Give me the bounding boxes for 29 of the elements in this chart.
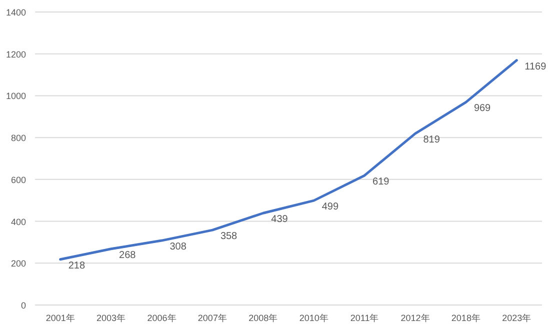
data-label: 1169 bbox=[524, 61, 547, 72]
data-label: 819 bbox=[423, 134, 440, 146]
y-tick-label: 0 bbox=[20, 300, 26, 310]
x-tick-label: 2008年 bbox=[248, 313, 278, 323]
y-tick-label: 400 bbox=[10, 216, 26, 227]
data-label: 499 bbox=[322, 202, 339, 213]
data-label: 358 bbox=[220, 231, 238, 242]
line-series bbox=[59, 59, 518, 261]
y-tick-label: 1000 bbox=[6, 91, 26, 102]
x-tick-label: 2011年 bbox=[350, 313, 379, 323]
x-tick-label: 2010年 bbox=[299, 313, 328, 323]
y-tick-label: 1200 bbox=[6, 49, 26, 60]
data-label: 439 bbox=[271, 214, 288, 226]
data-label: 218 bbox=[68, 260, 86, 272]
x-tick-label: 2012年 bbox=[400, 313, 430, 323]
x-tick-label: 2007年 bbox=[198, 313, 227, 323]
x-tick-label: 2018年 bbox=[451, 313, 480, 323]
y-tick-label: 600 bbox=[10, 174, 26, 185]
data-label: 969 bbox=[474, 103, 492, 114]
x-tick-label: 2023年 bbox=[502, 313, 532, 323]
data-label: 308 bbox=[170, 242, 187, 253]
y-tick-label: 800 bbox=[10, 133, 26, 144]
x-tick-label: 2003年 bbox=[96, 313, 126, 323]
y-tick-label: 200 bbox=[10, 258, 26, 269]
data-label: 619 bbox=[372, 176, 390, 188]
y-tick-label: 1400 bbox=[6, 8, 26, 18]
data-label: 268 bbox=[119, 250, 136, 261]
x-tick-label: 2006年 bbox=[147, 313, 176, 323]
x-tick-label: 2001年 bbox=[46, 313, 75, 323]
